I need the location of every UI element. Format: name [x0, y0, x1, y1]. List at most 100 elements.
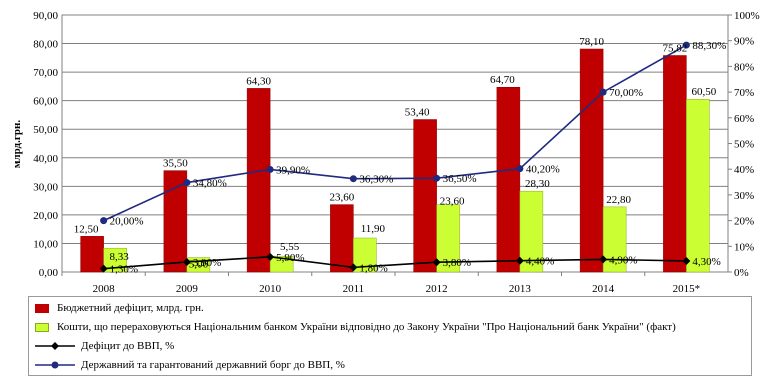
- y2-tick-label: 40%: [734, 164, 754, 176]
- bar: [103, 247, 127, 273]
- bar-data-label: 75,82: [663, 42, 688, 54]
- bar-data-label: 11,90: [361, 223, 386, 235]
- line-point: [182, 257, 191, 266]
- y2-tick-label: 70%: [734, 87, 754, 99]
- y2-tick-label: 60%: [734, 113, 754, 125]
- line-data-label: 3,80%: [443, 257, 471, 269]
- bar: [163, 170, 188, 273]
- x-tick-label: 2009: [176, 283, 199, 295]
- line-point: [599, 255, 608, 264]
- y2-tick-label: 50%: [734, 139, 754, 151]
- line-data-label: 88,30%: [692, 40, 726, 52]
- bar-data-label: 78,10: [579, 36, 604, 48]
- line-point: [515, 256, 524, 265]
- bar-data-label: 12,50: [74, 223, 99, 235]
- bar-data-label: 28,30: [525, 178, 550, 190]
- line-data-label: 36,50%: [443, 173, 477, 185]
- y2-tick-label: 20%: [734, 216, 754, 228]
- line-point: [682, 256, 691, 265]
- y-tick-label: 60,00: [33, 96, 58, 108]
- lines: [99, 41, 691, 273]
- y-axis-title: млрд.грн.: [11, 120, 23, 168]
- line-point: [682, 41, 690, 49]
- legend-label: Державний та гарантований державний борг…: [81, 359, 345, 371]
- bar-data-label: 64,30: [246, 75, 271, 87]
- bar: [80, 236, 104, 273]
- gridlines: [61, 14, 729, 273]
- line-point: [266, 252, 275, 261]
- y-tick-label: 70,00: [33, 67, 58, 79]
- legend: Бюджетний дефіцит, млрд. грн. Кошти, що …: [28, 296, 752, 376]
- x-tick-label: 2014: [592, 283, 615, 295]
- y2-tick-label: 30%: [734, 190, 754, 202]
- y-tick-label: 30,00: [33, 181, 58, 193]
- bar: [519, 190, 544, 273]
- legend-item-nbu-funds: Кошти, що перераховуються Національним б…: [35, 318, 676, 336]
- legend-label: Дефіцит до ВВП, %: [81, 340, 175, 352]
- line-point: [433, 174, 441, 182]
- bar-data-label: 60,50: [692, 86, 717, 98]
- line-data-label: 40,20%: [526, 164, 560, 176]
- line-data-label: 70,00%: [609, 87, 643, 99]
- line-data-label: 1,30%: [110, 264, 138, 276]
- line-point: [432, 258, 441, 267]
- bar-data-label: 53,40: [405, 107, 430, 119]
- bar: [686, 98, 710, 273]
- line-data-label: 5,90%: [276, 252, 304, 264]
- legend-swatch-green: [35, 322, 49, 332]
- y2-tick-label: 90%: [734, 36, 754, 48]
- line-point: [100, 217, 108, 225]
- legend-item-budget-deficit: Бюджетний дефіцит, млрд. грн.: [35, 299, 204, 317]
- bar: [663, 55, 687, 273]
- line-data-label: 3,90%: [193, 257, 221, 269]
- y2-tick-label: 0%: [734, 267, 749, 279]
- y-tick-label: 90,00: [33, 10, 58, 22]
- y2-tick-label: 100%: [734, 10, 760, 22]
- series-line: [103, 44, 687, 222]
- line-point: [99, 264, 108, 273]
- legend-swatch-red: [35, 303, 49, 313]
- data-labels: 12,50 35,50 64,30 23,60 53,40 64,70 78,10 75,82…: [74, 36, 727, 276]
- bar-data-label: 5,55: [280, 241, 300, 253]
- bar: [330, 204, 354, 273]
- line-data-label: 4,30%: [692, 256, 720, 268]
- y-tick-label: 40,00: [33, 153, 58, 165]
- line-point: [266, 165, 274, 173]
- bar: [436, 204, 460, 273]
- bar: [269, 255, 294, 273]
- bar-data-label: 22,80: [606, 194, 631, 206]
- bar-data-label: 23,60: [330, 192, 355, 204]
- line-data-label: 20,00%: [110, 216, 144, 228]
- line-point: [599, 88, 607, 96]
- bar: [246, 88, 271, 273]
- bar: [579, 48, 604, 273]
- line-point: [516, 165, 524, 173]
- bar-data-label: 35,50: [163, 158, 188, 170]
- line-data-label: 39,90%: [276, 164, 310, 176]
- x-tick-label: 2008: [93, 283, 116, 295]
- bar: [496, 86, 521, 273]
- axes: 0,00 10,00 20,00 30,00 40,00 50,00 60,00 70,00 8…: [33, 10, 759, 295]
- y2-tick-label: 10%: [734, 241, 754, 253]
- bar-data-label: 23,60: [440, 196, 465, 208]
- bar: [413, 119, 437, 273]
- series-line: [103, 256, 687, 270]
- x-tick-label: 2013: [509, 283, 532, 295]
- bar-data-label: 5,06: [189, 259, 209, 271]
- legend-item-deficit-gdp: Дефіцит до ВВП, %: [35, 337, 174, 355]
- line-point: [349, 263, 358, 272]
- line-data-label: 1,80%: [359, 262, 387, 274]
- line-data-label: 36,30%: [359, 174, 393, 186]
- bar: [602, 206, 627, 273]
- y-tick-label: 0,00: [39, 267, 59, 279]
- y2-tick-label: 80%: [734, 61, 754, 73]
- y-tick-label: 50,00: [33, 124, 58, 136]
- legend-label: Кошти, що перераховуються Національним б…: [57, 321, 676, 333]
- y-tick-label: 10,00: [33, 238, 58, 250]
- y-tick-label: 20,00: [33, 210, 58, 222]
- plot-area: [61, 14, 729, 273]
- legend-label: Бюджетний дефіцит, млрд. грн.: [57, 302, 204, 314]
- line-data-label: 4,90%: [609, 254, 637, 266]
- line-point: [349, 175, 357, 183]
